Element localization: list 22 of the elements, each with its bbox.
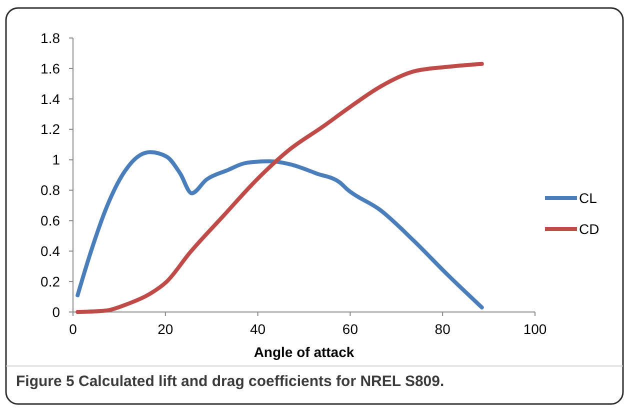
line-series — [76, 62, 484, 314]
x-tick-label: 20 — [158, 321, 174, 337]
y-tick-label: 0.8 — [40, 182, 60, 198]
x-tick-label: 60 — [342, 321, 358, 337]
x-tick-label: 80 — [434, 321, 451, 337]
x-axis-title: Angle of attack — [254, 344, 354, 360]
y-tick-label: 1.2 — [40, 121, 60, 138]
line-series — [76, 150, 484, 310]
y-tick-label: 1.4 — [40, 90, 60, 107]
legend-label: CD — [579, 220, 600, 237]
x-tick-label: 0 — [69, 321, 78, 337]
y-tick-label: 1 — [52, 152, 60, 168]
y-tick-label: 0.4 — [40, 243, 60, 260]
y-tick-label: 0.6 — [40, 212, 60, 229]
x-tick-label: 100 — [523, 321, 547, 337]
y-tick-label: 1.8 — [40, 30, 60, 46]
y-tick-label: 0 — [52, 304, 60, 320]
legend-label: CL — [579, 190, 598, 206]
y-tick-label: 0.2 — [40, 273, 60, 290]
caption: Figure 5 Calculated lift and drag coefficients for NREL S809. — [16, 373, 444, 390]
y-tick-label: 1.6 — [40, 60, 60, 76]
x-tick-label: 40 — [250, 321, 266, 337]
